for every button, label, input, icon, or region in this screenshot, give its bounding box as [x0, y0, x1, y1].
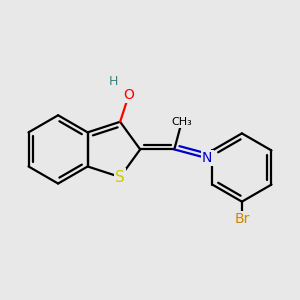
Text: Br: Br	[234, 212, 250, 226]
Text: CH₃: CH₃	[171, 117, 192, 128]
Text: O: O	[123, 88, 134, 102]
Text: N: N	[202, 151, 212, 165]
Text: H: H	[109, 75, 118, 88]
Text: S: S	[115, 169, 125, 184]
